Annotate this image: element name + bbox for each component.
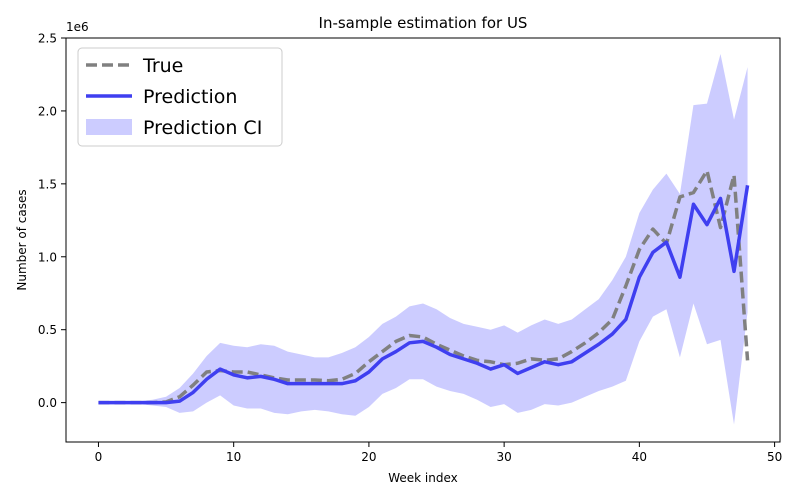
legend-label: Prediction CI: [143, 117, 262, 139]
x-tick-label: 0: [95, 450, 103, 464]
y-tick-label: 2.5: [38, 32, 57, 46]
y-tick-label: 0.0: [38, 396, 57, 410]
chart-title: In-sample estimation for US: [319, 14, 528, 32]
x-tick-label: 30: [496, 450, 511, 464]
y-tick-label: 0.5: [38, 323, 57, 337]
prediction-ci-band: [98, 54, 748, 425]
x-tick-label: 40: [632, 450, 647, 464]
x-tick-layer: 0 10 20 30 40 50: [95, 442, 782, 464]
prediction-series-line: [98, 185, 750, 405]
legend-swatch-prediction-ci: [86, 119, 132, 135]
legend-label: True: [142, 55, 183, 77]
x-tick-label: 20: [361, 450, 376, 464]
y-tick-label: 1.5: [38, 177, 57, 191]
plot-frame: [65, 37, 781, 443]
true-series-line: [98, 168, 750, 405]
legend: True Prediction Prediction CI: [77, 47, 283, 147]
y-tick-layer: 0.0 0.5 1.0 1.5 2.0 2.5: [38, 32, 66, 410]
x-axis-label: Week index: [388, 471, 458, 485]
legend-label: Prediction: [143, 86, 237, 108]
y-axis-label: Number of cases: [15, 189, 29, 290]
ci-band-layer: [98, 54, 748, 425]
x-tick-label: 10: [226, 450, 241, 464]
x-tick-label: 50: [767, 450, 782, 464]
series-line-layer: [98, 168, 750, 405]
y-axis-scale-label: 1e6: [66, 20, 89, 34]
y-tick-label: 2.0: [38, 104, 57, 118]
y-tick-label: 1.0: [38, 250, 57, 264]
